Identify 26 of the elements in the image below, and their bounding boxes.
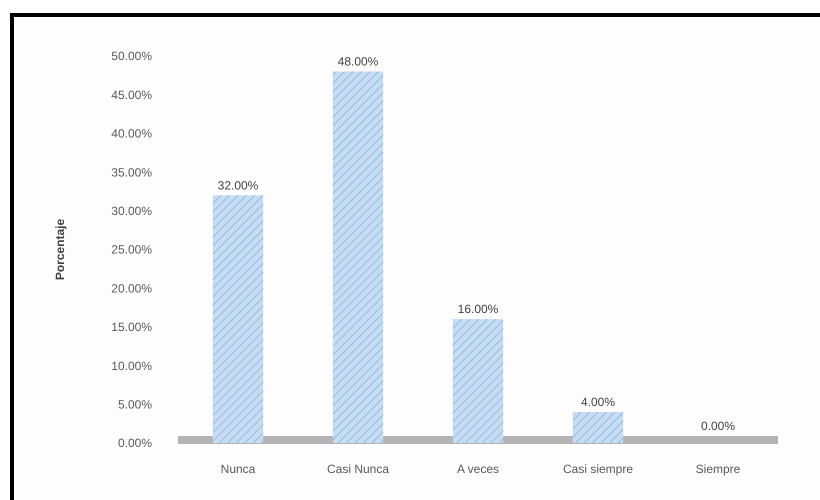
x-tick-label: Casi siempre (562, 462, 634, 476)
y-tick-label: 40.00% (111, 126, 152, 141)
data-label: 32.00% (218, 178, 259, 192)
bar (572, 412, 624, 443)
y-tick-label: 45.00% (111, 88, 152, 102)
y-axis-title: Porcentaje (53, 218, 67, 280)
y-tick-label: 25.00% (111, 242, 152, 257)
y-tick-label: 15.00% (111, 320, 152, 334)
x-tick-label: Nunca (220, 462, 256, 476)
data-label: 16.00% (458, 302, 499, 316)
x-tick-label: Casi Nunca (326, 462, 390, 476)
bar (212, 195, 264, 443)
bar (452, 319, 504, 443)
y-tick-label: 0.00% (118, 436, 152, 450)
x-tick-label: Siempre (696, 462, 741, 476)
y-tick-label: 5.00% (118, 398, 152, 412)
y-tick-label: 35.00% (111, 165, 152, 180)
y-tick-label: 10.00% (111, 358, 152, 373)
y-tick-label: 20.00% (111, 281, 152, 296)
data-label: 4.00% (580, 395, 616, 410)
bar (332, 71, 384, 443)
y-tick-label: 50.00% (111, 49, 152, 64)
x-tick-label: A veces (456, 462, 500, 476)
data-label: 0.00% (700, 419, 736, 433)
data-label: 48.00% (338, 54, 379, 68)
y-tick-label: 30.00% (111, 204, 152, 218)
